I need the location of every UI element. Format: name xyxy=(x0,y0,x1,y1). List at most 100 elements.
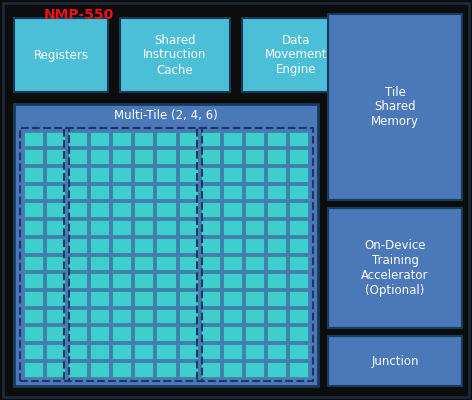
Bar xyxy=(134,132,153,146)
Bar xyxy=(289,256,309,270)
Bar xyxy=(156,167,176,182)
Bar xyxy=(178,362,198,376)
Bar xyxy=(112,202,131,217)
Bar xyxy=(156,238,176,252)
Bar xyxy=(289,220,309,235)
Bar xyxy=(156,149,176,164)
Bar xyxy=(24,185,42,199)
Bar xyxy=(223,238,242,252)
Bar xyxy=(201,185,220,199)
Bar xyxy=(14,104,318,386)
Bar xyxy=(46,273,65,288)
Bar xyxy=(68,273,87,288)
Bar xyxy=(289,309,309,323)
Bar xyxy=(68,344,87,359)
Text: Tile
Shared
Memory: Tile Shared Memory xyxy=(371,86,419,128)
Bar xyxy=(112,273,131,288)
Bar xyxy=(178,326,198,341)
Bar xyxy=(267,238,287,252)
Bar xyxy=(201,220,220,235)
Bar xyxy=(46,167,65,182)
Bar xyxy=(289,344,309,359)
Bar xyxy=(134,344,153,359)
Bar xyxy=(245,167,264,182)
Bar xyxy=(201,326,220,341)
Bar xyxy=(46,149,65,164)
Bar xyxy=(201,256,220,270)
Bar xyxy=(245,309,264,323)
Bar xyxy=(245,185,264,199)
Bar xyxy=(197,128,312,380)
Bar xyxy=(267,185,287,199)
Bar xyxy=(178,132,198,146)
Bar xyxy=(267,167,287,182)
Bar xyxy=(267,149,287,164)
Bar xyxy=(156,220,176,235)
Bar xyxy=(201,291,220,306)
Bar xyxy=(267,220,287,235)
Bar xyxy=(178,185,198,199)
Bar xyxy=(178,202,198,217)
Bar xyxy=(156,132,176,146)
Bar xyxy=(156,291,176,306)
Bar xyxy=(201,362,220,376)
Bar xyxy=(46,185,65,199)
Bar xyxy=(90,273,109,288)
Bar xyxy=(267,202,287,217)
Bar xyxy=(134,273,153,288)
Bar xyxy=(46,220,65,235)
Bar xyxy=(64,128,202,380)
Bar xyxy=(289,326,309,341)
Bar xyxy=(134,326,153,341)
Bar xyxy=(90,362,109,376)
Bar xyxy=(289,149,309,164)
Bar xyxy=(245,326,264,341)
Bar xyxy=(68,132,87,146)
Bar xyxy=(24,238,42,252)
Bar xyxy=(245,273,264,288)
Bar xyxy=(112,220,131,235)
Bar xyxy=(24,132,42,146)
Bar xyxy=(134,238,153,252)
Bar xyxy=(223,202,242,217)
Bar xyxy=(178,149,198,164)
Bar xyxy=(46,309,65,323)
Bar xyxy=(289,185,309,199)
Bar xyxy=(24,220,42,235)
Bar xyxy=(156,256,176,270)
Bar xyxy=(289,202,309,217)
Bar xyxy=(223,185,242,199)
Bar xyxy=(201,149,220,164)
Bar xyxy=(267,362,287,376)
Bar xyxy=(245,291,264,306)
Bar xyxy=(134,256,153,270)
Bar xyxy=(112,132,131,146)
Bar xyxy=(289,362,309,376)
Bar xyxy=(90,291,109,306)
Bar xyxy=(24,273,42,288)
Bar xyxy=(24,291,42,306)
Bar xyxy=(328,336,462,386)
Bar xyxy=(68,202,87,217)
Bar xyxy=(201,132,220,146)
Bar xyxy=(24,167,42,182)
Bar xyxy=(90,202,109,217)
Bar xyxy=(68,185,87,199)
Text: Junction: Junction xyxy=(371,354,419,368)
Bar xyxy=(223,256,242,270)
Text: Data
Movement
Engine: Data Movement Engine xyxy=(265,34,327,76)
Bar xyxy=(112,149,131,164)
Bar xyxy=(223,273,242,288)
Bar xyxy=(90,167,109,182)
Bar xyxy=(46,202,65,217)
Bar xyxy=(90,132,109,146)
Bar xyxy=(223,220,242,235)
Bar xyxy=(134,149,153,164)
Bar xyxy=(90,149,109,164)
Bar xyxy=(68,309,87,323)
Bar xyxy=(90,185,109,199)
Bar xyxy=(245,238,264,252)
Bar xyxy=(134,167,153,182)
Bar xyxy=(24,202,42,217)
Bar xyxy=(245,202,264,217)
